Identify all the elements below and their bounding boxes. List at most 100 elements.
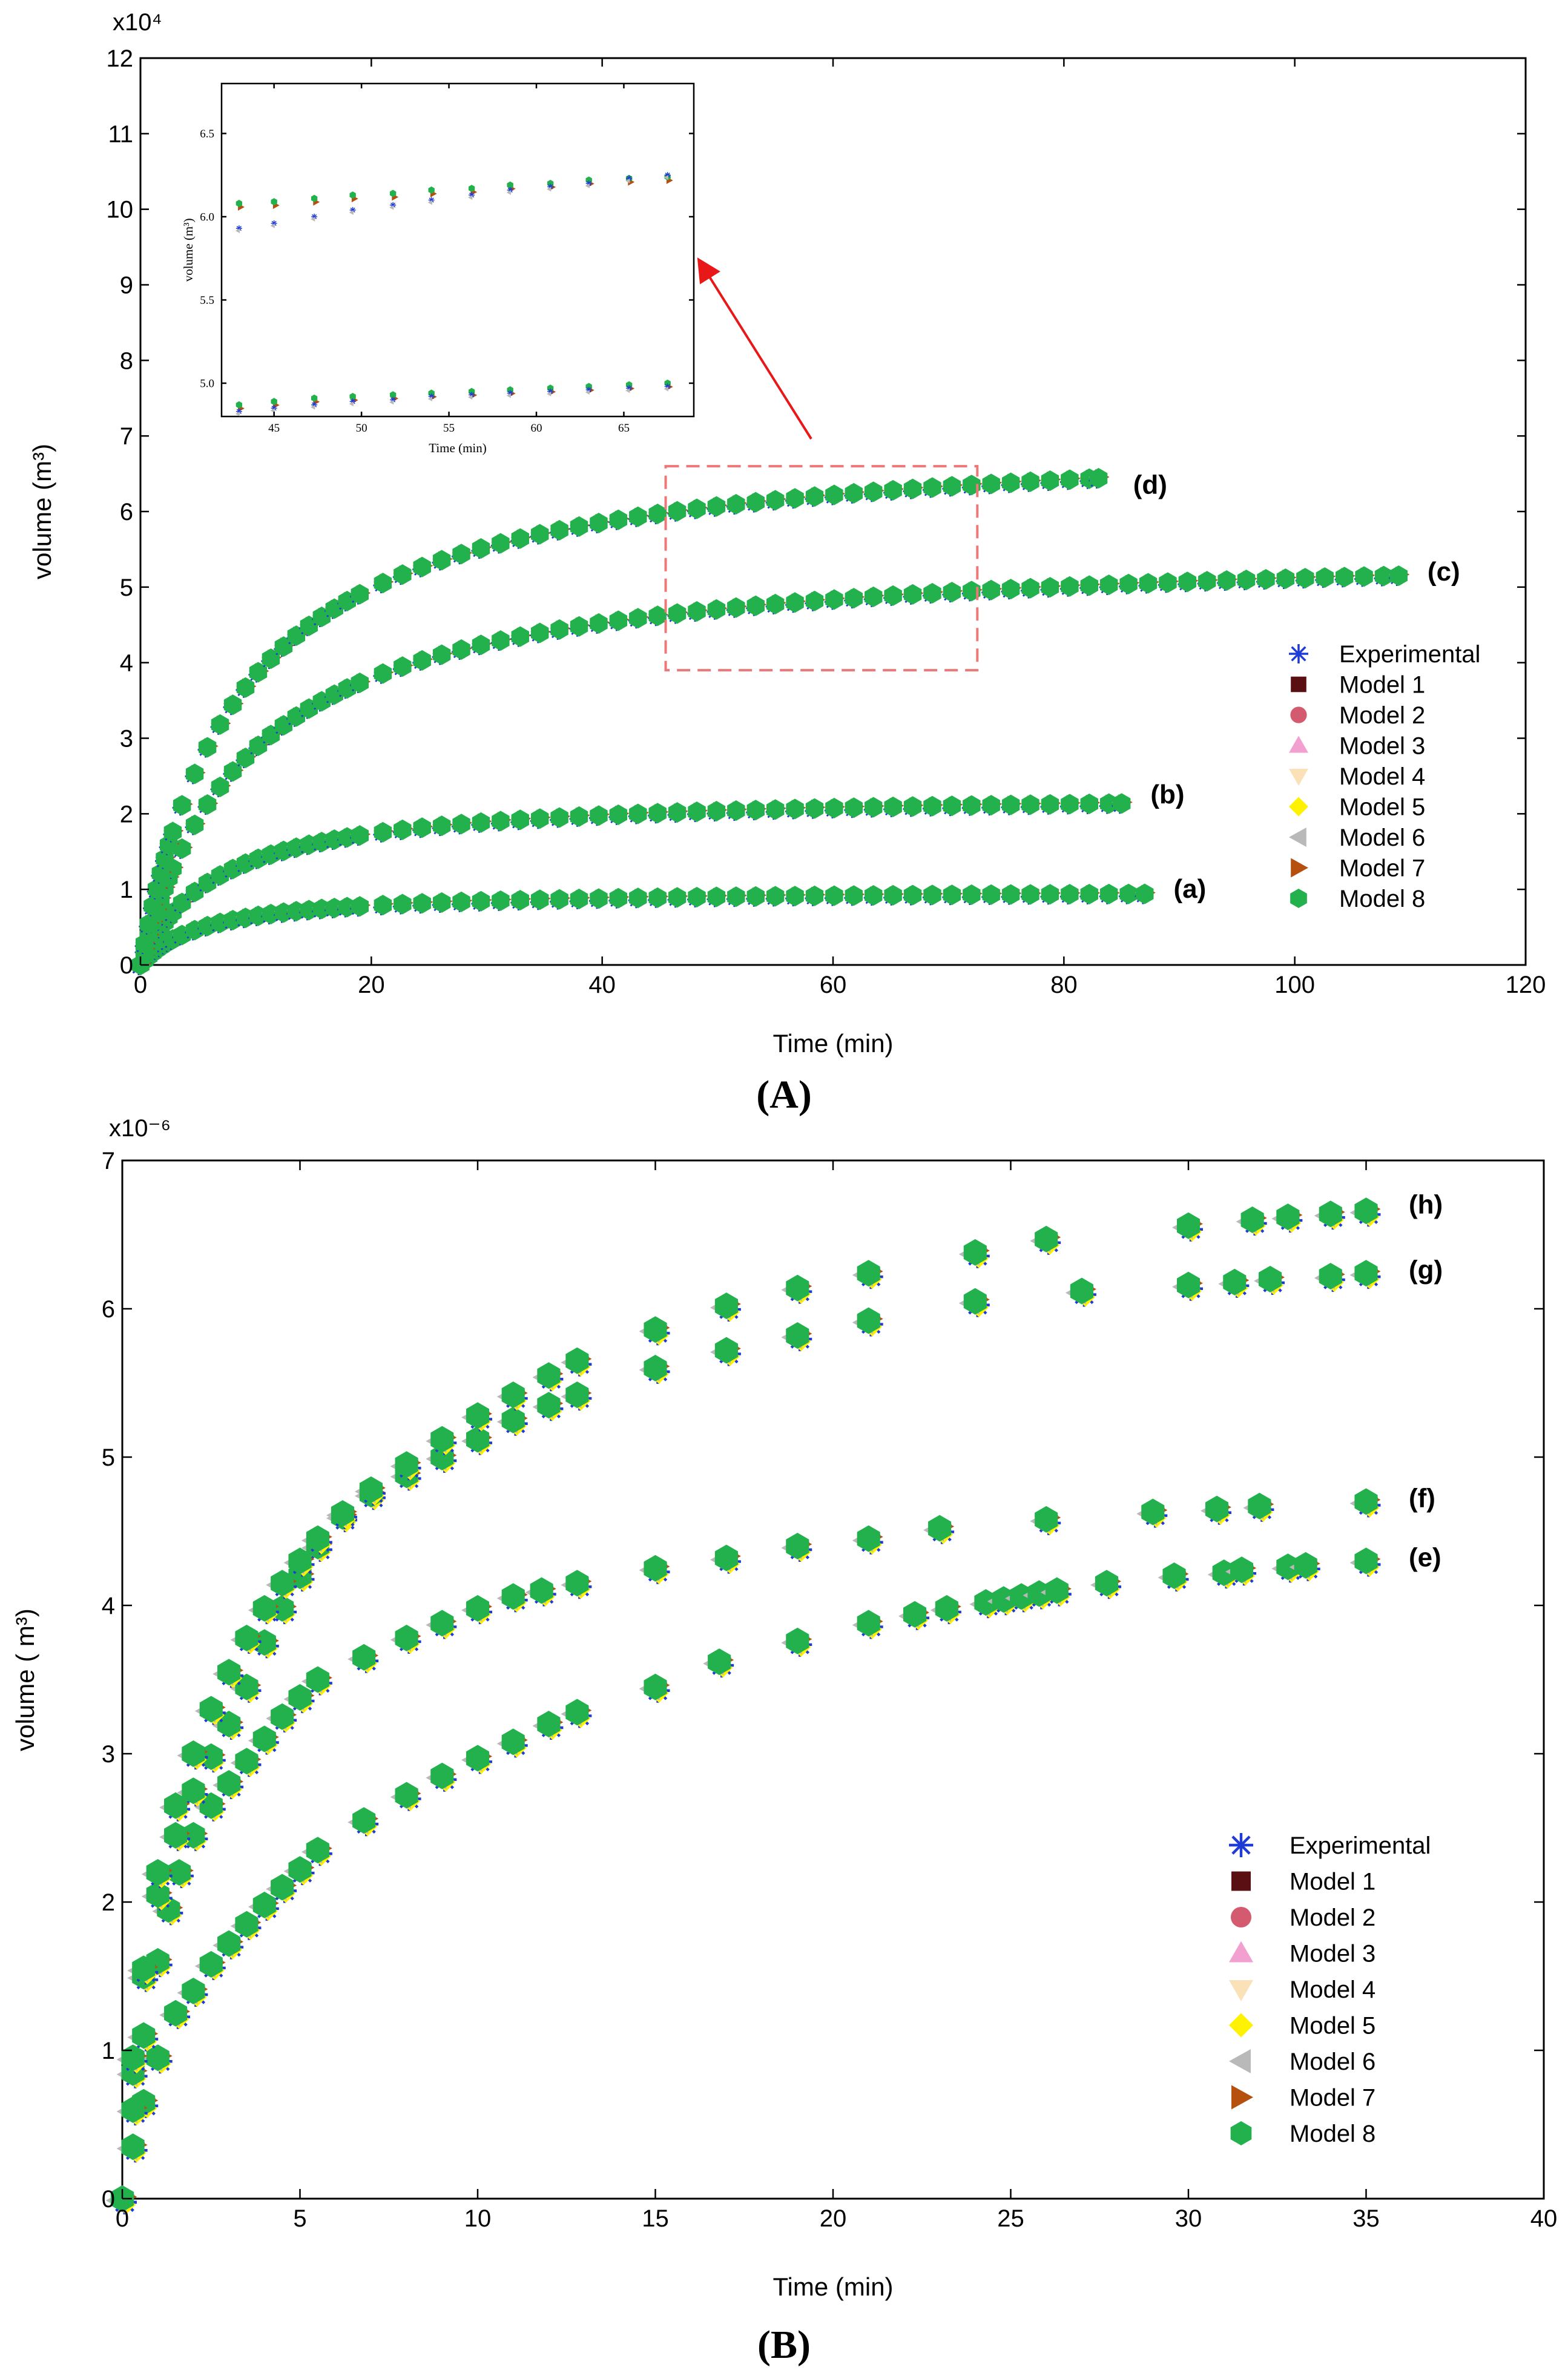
inset-chart: 45 50 55 60 65 5.0 5.5 6.0 6.5 Time (min) volume… [181,82,695,455]
model8-point [857,1260,880,1287]
model8-point [565,1699,589,1726]
model8-point [727,494,745,515]
model8-point [1354,1197,1378,1225]
legend-marker-experimental [1289,644,1308,663]
x-tick-label: 40 [1530,2205,1558,2232]
model8-point [511,528,530,549]
model8-point [351,825,369,846]
model8-point [163,821,182,843]
model8-point [1248,1492,1271,1519]
model8-point [492,890,510,911]
y-axis-label-b: volume ( m³) [11,1608,39,1751]
legend-label: Model 8 [1339,886,1425,912]
legend-marker-model6 [1229,2049,1251,2073]
model8-point [857,1525,880,1552]
model8-point [1276,568,1295,590]
model8-point [121,2096,145,2123]
y-tick-label: 11 [108,121,133,148]
y-tick-label: 5.0 [200,378,214,390]
inset-model8-point [236,200,243,207]
inset-model6-point [625,388,630,393]
curve-label: (c) [1428,557,1460,587]
model8-point [537,1711,561,1737]
model8-point [1041,470,1059,491]
model8-point [223,694,242,716]
model8-point [865,797,883,818]
x-tick-label: 10 [464,2205,492,2232]
inset-model6-point [468,395,473,400]
model8-point [530,524,549,545]
legend-marker-experimental [1229,1833,1253,1857]
model8-point [394,564,412,585]
model8-point [271,1703,294,1730]
model8-point [466,1426,490,1453]
curve-c [131,565,1410,975]
model8-point [982,579,1000,601]
y-tick-label: 10 [107,197,134,223]
model8-point [1080,883,1099,904]
model8-point [1089,468,1108,489]
model8-point [644,1316,667,1343]
model8-point [865,586,883,607]
y-multiplier-b: x10⁻⁶ [109,1115,171,1142]
model8-point [252,1595,276,1622]
model8-point [1021,471,1039,492]
x-tick-label: 65 [618,422,630,435]
model8-point [1276,1203,1300,1231]
x-tick-label: 35 [1352,2205,1380,2232]
model8-point [644,1355,667,1381]
y-tick-label: 3 [102,1741,115,1768]
model8-point [1061,884,1079,905]
model8-point [590,805,608,826]
model8-point [943,476,961,497]
model8-point [1354,1260,1378,1287]
y-tick-label: 6 [102,1296,115,1323]
y-tick-label: 1 [102,2038,115,2064]
model8-point [565,1570,589,1597]
inset-model6-point [468,195,473,200]
y-tick-label: 7 [102,1148,115,1174]
inset-model8-point [311,394,318,402]
model8-point [1041,577,1059,598]
inset-ticks: 45 50 55 60 65 5.0 5.5 6.0 6.5 [200,84,694,435]
y-tick-label: 9 [120,272,133,299]
model8-point [923,582,941,604]
model8-point [1316,567,1334,588]
model8-point [432,815,451,837]
model8-point [223,761,242,782]
model8-point [766,886,785,907]
model8-point [236,677,255,698]
model8-point [974,1589,998,1616]
y-tick-label: 0 [102,2186,115,2213]
model8-point [923,884,941,906]
model8-point [786,798,804,820]
inset-model8-point [468,185,475,193]
model8-point [288,1547,312,1575]
inset-model8-point [349,191,356,199]
panel-b: 0 5 10 15 20 25 30 35 40 0 1 2 3 4 5 6 7 x10⁻⁶ Time (min… [11,1115,1557,2367]
model8-point [963,884,981,906]
model8-point [688,601,706,622]
model8-point [472,538,490,559]
model8-point [1223,1268,1247,1295]
model8-point [1354,1488,1378,1515]
legend-label: Model 8 [1290,2121,1375,2147]
legend-label: Model 1 [1290,1869,1375,1895]
model8-point [590,888,608,909]
model8-point [146,1881,170,1908]
model8-point [746,800,765,821]
model8-point [1159,572,1177,593]
model8-point [1296,568,1314,589]
legend-label: Model 2 [1339,702,1425,729]
model8-point [1119,883,1138,904]
model8-point [1294,1552,1317,1579]
model8-point [173,795,191,816]
legend-marker-model2 [1290,706,1307,723]
model8-point [845,797,863,818]
legend-marker-model5 [1289,797,1308,817]
inset-model8-point [271,398,277,406]
inset-model8-point [507,181,513,189]
x-tick-label: 80 [1050,972,1078,998]
model8-point [570,888,588,909]
inset-model8-point [389,391,397,399]
